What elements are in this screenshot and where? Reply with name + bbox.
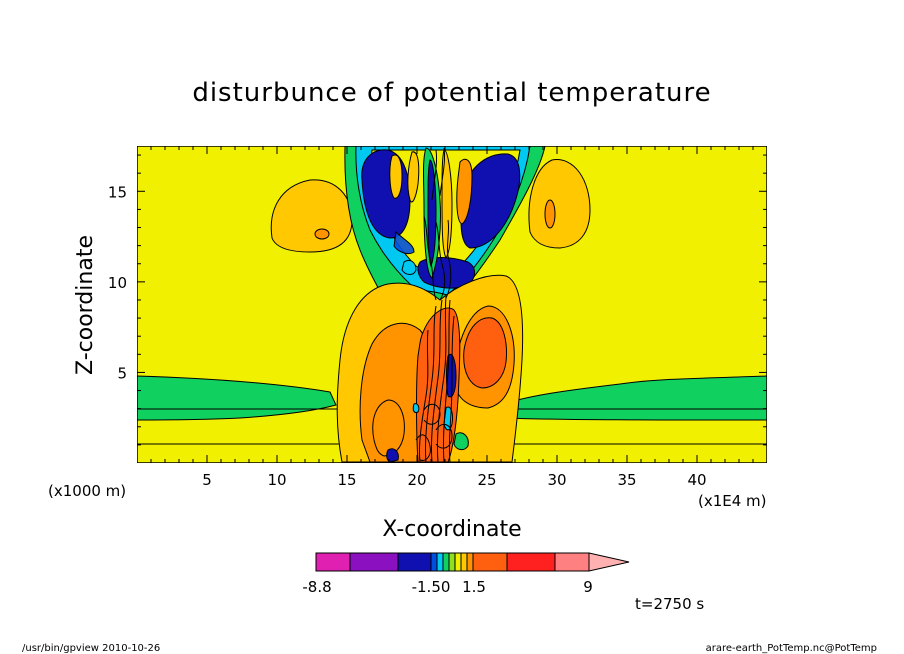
axis-ticks — [137, 146, 767, 463]
x-tick-label: 15 — [337, 471, 356, 489]
x-unit-right: (x1E4 m) — [698, 492, 767, 510]
colorbar-segment — [397, 552, 432, 572]
x-tick-label: 10 — [267, 471, 286, 489]
x-tick-label: 5 — [202, 471, 212, 489]
x-tick-label: 40 — [687, 471, 706, 489]
lower-left-sub — [372, 399, 405, 457]
chart-title: disturbunce of potential temperature — [192, 78, 711, 108]
bottom-cyan-spot — [412, 403, 420, 413]
mid-cyan-spot — [401, 259, 417, 275]
colorbar — [315, 552, 630, 572]
y-tick-labels: 5 10 15 — [108, 183, 127, 382]
colorbar-segment — [448, 552, 456, 572]
footer-left: /usr/bin/gpview 2010-10-26 — [22, 643, 160, 654]
x-tick-label: 30 — [547, 471, 566, 489]
colorbar-segment — [436, 552, 444, 572]
x-tick-labels: 5 10 15 20 25 30 35 40 — [202, 471, 706, 489]
upper-right-core — [544, 199, 556, 229]
colorbar-segment — [554, 552, 590, 572]
colorbar-label: 1.5 — [462, 578, 486, 596]
bottom-green-spot — [453, 432, 469, 451]
time-annotation: t=2750 s — [635, 595, 704, 613]
orange-strip-b — [407, 151, 420, 203]
colorbar-segment — [506, 552, 556, 572]
colorbar-segment — [466, 552, 474, 572]
colorbar-segment — [442, 552, 450, 572]
y-axis-label: Z-coordinate — [73, 235, 98, 375]
contour-field — [137, 146, 767, 463]
colorbar-segment — [472, 552, 508, 572]
lower-right-orange — [463, 317, 507, 389]
y-tick-label: 15 — [108, 183, 127, 201]
x-unit-left: (x1000 m) — [48, 482, 126, 500]
colorbar-label: -1.50 — [412, 578, 451, 596]
upper-left-core — [314, 228, 330, 240]
x-tick-label: 35 — [617, 471, 636, 489]
colorbar-segment — [315, 552, 351, 572]
y-tick-label: 5 — [117, 364, 127, 382]
colorbar-extension-arrow — [588, 552, 630, 572]
colorbar-segment — [460, 552, 468, 572]
x-tick-label: 20 — [407, 471, 426, 489]
colorbar-segment — [454, 552, 462, 572]
footer-right: arare-earth_PotTemp.nc@PotTemp — [706, 643, 877, 654]
colorbar-segment — [430, 552, 438, 572]
x-axis-label: X-coordinate — [382, 517, 521, 542]
colorbar-label: 9 — [583, 578, 593, 596]
y-tick-label: 10 — [108, 274, 127, 292]
right-blue-cell — [460, 153, 521, 249]
colorbar-segment — [349, 552, 399, 572]
right-orange-strip — [456, 158, 473, 225]
colorbar-label: -8.8 — [302, 578, 331, 596]
upper-right-lobe — [528, 159, 591, 249]
dense-contours — [415, 147, 455, 463]
x-tick-label: 25 — [477, 471, 496, 489]
orange-strip-a — [389, 154, 403, 199]
bottom-blue-spot — [386, 448, 399, 463]
colorbar-labels: -8.8 -1.50 1.5 9 — [302, 578, 592, 596]
left-blue-outer — [393, 230, 415, 255]
